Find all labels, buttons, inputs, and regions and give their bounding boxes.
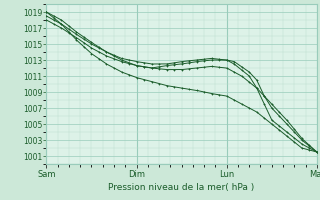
X-axis label: Pression niveau de la mer( hPa ): Pression niveau de la mer( hPa ) — [108, 183, 255, 192]
